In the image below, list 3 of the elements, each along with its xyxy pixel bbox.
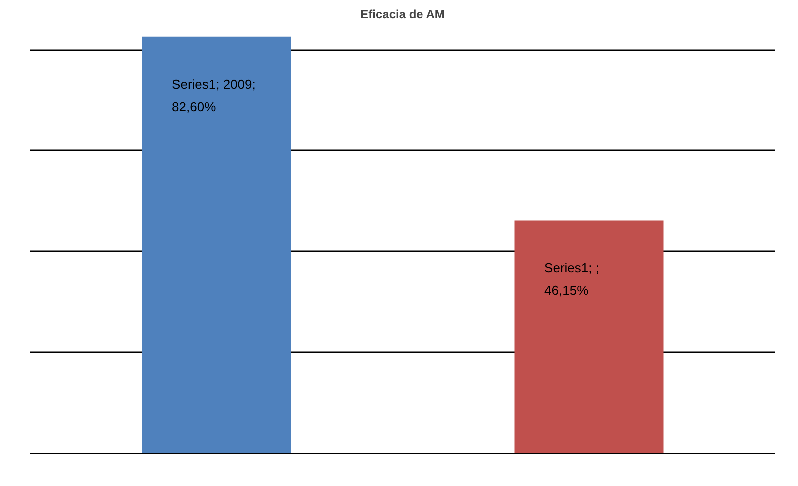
- data-label: Series1; 2009; 82,60%: [172, 76, 256, 114]
- data-label: Series1; ; 46,15%: [544, 260, 600, 298]
- chart-title: Eficacia de AM: [360, 8, 445, 22]
